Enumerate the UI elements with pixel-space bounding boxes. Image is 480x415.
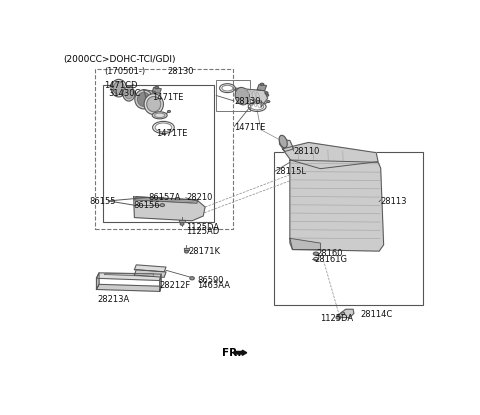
Bar bbox=[274, 152, 423, 305]
Polygon shape bbox=[282, 142, 378, 168]
Ellipse shape bbox=[265, 92, 268, 94]
FancyArrow shape bbox=[234, 350, 247, 355]
Ellipse shape bbox=[185, 251, 188, 253]
Polygon shape bbox=[179, 220, 185, 222]
Ellipse shape bbox=[123, 87, 135, 101]
Text: 28130: 28130 bbox=[167, 67, 193, 76]
Text: 1471TE: 1471TE bbox=[156, 129, 187, 138]
Ellipse shape bbox=[168, 110, 170, 112]
Ellipse shape bbox=[267, 100, 270, 103]
Ellipse shape bbox=[260, 83, 264, 85]
Polygon shape bbox=[152, 88, 161, 93]
Polygon shape bbox=[96, 284, 161, 291]
Ellipse shape bbox=[279, 135, 287, 148]
Polygon shape bbox=[257, 85, 266, 91]
Text: 28110: 28110 bbox=[294, 147, 320, 156]
Bar bbox=[96, 69, 233, 229]
Polygon shape bbox=[183, 248, 190, 250]
Ellipse shape bbox=[137, 92, 150, 106]
Polygon shape bbox=[290, 160, 384, 251]
Polygon shape bbox=[96, 273, 161, 281]
Ellipse shape bbox=[313, 252, 319, 255]
Text: 86155: 86155 bbox=[89, 198, 116, 206]
Text: 28115L: 28115L bbox=[276, 167, 307, 176]
Text: (170501-): (170501-) bbox=[104, 67, 145, 76]
Text: 1125DA: 1125DA bbox=[321, 314, 354, 323]
Text: 1471CD: 1471CD bbox=[104, 81, 137, 90]
Ellipse shape bbox=[147, 96, 161, 112]
Text: (2000CC>DOHC-TCI/GDI): (2000CC>DOHC-TCI/GDI) bbox=[64, 55, 176, 63]
Polygon shape bbox=[133, 197, 205, 221]
Ellipse shape bbox=[135, 90, 153, 109]
Text: 31430C: 31430C bbox=[108, 89, 141, 98]
Text: 28161G: 28161G bbox=[314, 255, 347, 264]
Text: 86157A: 86157A bbox=[148, 193, 181, 202]
Text: FR.: FR. bbox=[222, 348, 241, 358]
Text: 28171K: 28171K bbox=[188, 247, 220, 256]
Ellipse shape bbox=[111, 79, 127, 97]
Polygon shape bbox=[105, 273, 154, 276]
Text: 1471TE: 1471TE bbox=[234, 123, 265, 132]
Polygon shape bbox=[279, 139, 294, 151]
Text: 28160: 28160 bbox=[317, 249, 343, 258]
Polygon shape bbox=[134, 197, 198, 203]
Text: 1471TE: 1471TE bbox=[152, 93, 184, 102]
Bar bbox=[216, 80, 250, 110]
Ellipse shape bbox=[160, 204, 165, 207]
Polygon shape bbox=[134, 270, 166, 277]
Ellipse shape bbox=[336, 316, 340, 319]
Text: 1125AD: 1125AD bbox=[186, 227, 220, 237]
Text: 86156: 86156 bbox=[133, 201, 160, 210]
Polygon shape bbox=[144, 90, 160, 109]
Text: 28130: 28130 bbox=[234, 97, 261, 106]
Ellipse shape bbox=[152, 112, 167, 119]
Text: 28213A: 28213A bbox=[97, 295, 130, 304]
Ellipse shape bbox=[341, 312, 345, 315]
Polygon shape bbox=[96, 273, 99, 290]
Ellipse shape bbox=[113, 82, 124, 95]
Text: 28210: 28210 bbox=[186, 193, 213, 202]
Ellipse shape bbox=[155, 86, 158, 89]
Text: 1463AA: 1463AA bbox=[197, 281, 230, 290]
Ellipse shape bbox=[125, 89, 133, 99]
Text: 86590: 86590 bbox=[197, 276, 223, 285]
Polygon shape bbox=[236, 88, 267, 107]
Ellipse shape bbox=[180, 223, 184, 225]
Polygon shape bbox=[134, 265, 166, 272]
Polygon shape bbox=[160, 274, 161, 291]
Ellipse shape bbox=[144, 94, 163, 115]
Polygon shape bbox=[338, 309, 354, 317]
Text: 28113: 28113 bbox=[380, 197, 407, 206]
Text: 28114C: 28114C bbox=[360, 310, 393, 319]
Ellipse shape bbox=[190, 277, 194, 280]
Ellipse shape bbox=[266, 94, 269, 96]
Polygon shape bbox=[158, 197, 163, 198]
Ellipse shape bbox=[235, 88, 250, 105]
Text: 1125DA: 1125DA bbox=[186, 223, 220, 232]
Text: 28212F: 28212F bbox=[160, 281, 191, 290]
Polygon shape bbox=[290, 238, 321, 249]
Bar bbox=[103, 85, 215, 222]
